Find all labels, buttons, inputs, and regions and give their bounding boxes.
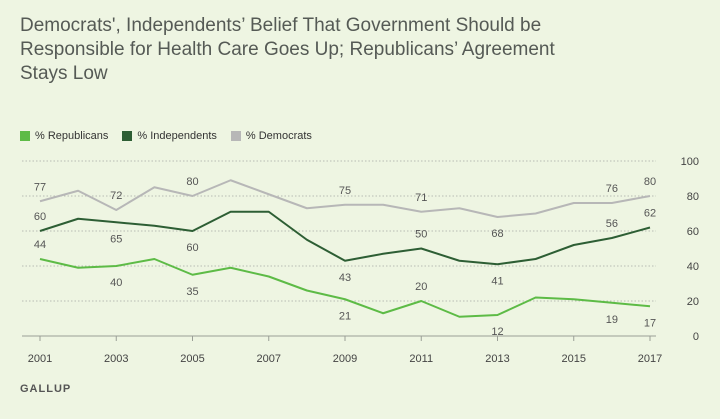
chart-title-line-2: Responsible for Health Care Goes Up; Rep…	[20, 39, 555, 60]
data-label-independents-2017: 62	[644, 208, 656, 220]
data-label-democrats-2001: 77	[34, 181, 46, 193]
x-tick-label-2005: 2005	[180, 353, 204, 365]
data-label-democrats-2011: 71	[415, 192, 427, 204]
x-tick-label-2015: 2015	[562, 353, 586, 365]
data-label-democrats-2005: 80	[186, 176, 198, 188]
data-label-democrats-2013: 68	[491, 228, 503, 240]
data-label-republicans-2016: 19	[606, 314, 618, 326]
legend-swatch-republicans	[20, 131, 30, 141]
source-credit: GALLUP	[20, 383, 72, 395]
data-label-democrats-2003: 72	[110, 190, 122, 202]
y-tick-label-60: 60	[687, 226, 699, 238]
data-label-republicans-2011: 20	[415, 281, 427, 293]
y-tick-label-40: 40	[687, 261, 699, 273]
data-label-independents-2011: 50	[415, 229, 427, 241]
data-label-independents-2003: 65	[110, 233, 122, 245]
data-label-republicans-2005: 35	[186, 286, 198, 298]
data-label-republicans-2009: 21	[339, 310, 351, 322]
data-label-republicans-2001: 44	[34, 239, 46, 251]
chart-title-line-1: Democrats', Independents’ Belief That Go…	[20, 15, 542, 36]
y-tick-label-0: 0	[693, 331, 699, 343]
data-label-independents-2016: 56	[606, 218, 618, 230]
data-label-independents-2001: 60	[34, 211, 46, 223]
series-line-independents	[39, 210, 651, 266]
legend-label-independents: % Independents	[137, 130, 217, 142]
legend-swatch-independents	[122, 131, 133, 141]
x-tick-label-2017: 2017	[638, 353, 662, 365]
x-tick-label-2009: 2009	[333, 353, 357, 365]
legend-label-republicans: % Republicans	[35, 130, 109, 142]
legend-swatch-democrats	[230, 131, 241, 141]
legend-item-independents: % Independents	[122, 130, 217, 142]
legend-item-democrats: % Democrats	[230, 130, 312, 142]
data-label-independents-2009: 43	[339, 272, 351, 284]
data-label-independents-2013: 41	[491, 275, 503, 287]
series-line-democrats	[39, 179, 651, 218]
data-label-democrats-2016: 76	[606, 183, 618, 195]
data-label-republicans-2003: 40	[110, 277, 122, 289]
data-label-independents-2005: 60	[186, 242, 198, 254]
data-label-democrats-2009: 75	[339, 185, 351, 197]
y-tick-label-100: 100	[681, 156, 699, 168]
x-tick-label-2003: 2003	[104, 353, 128, 365]
data-label-republicans-2017: 17	[644, 317, 656, 329]
legend-label-democrats: % Democrats	[245, 130, 312, 142]
data-label-republicans-2013: 12	[491, 326, 503, 338]
series-line-republicans	[39, 258, 651, 318]
x-tick-label-2007: 2007	[257, 353, 281, 365]
chart-title: Democrats', Independents’ Belief That Go…	[20, 14, 620, 86]
y-tick-label-80: 80	[687, 191, 699, 203]
chart-legend: % Republicans % Independents % Democrats	[20, 130, 312, 142]
x-tick-label-2011: 2011	[409, 353, 433, 365]
x-tick-label-2001: 2001	[28, 353, 52, 365]
data-label-democrats-2017: 80	[644, 176, 656, 188]
legend-item-republicans: % Republicans	[20, 130, 108, 142]
y-tick-label-20: 20	[687, 296, 699, 308]
x-tick-label-2013: 2013	[485, 353, 509, 365]
chart-title-line-3: Stays Low	[20, 63, 108, 84]
